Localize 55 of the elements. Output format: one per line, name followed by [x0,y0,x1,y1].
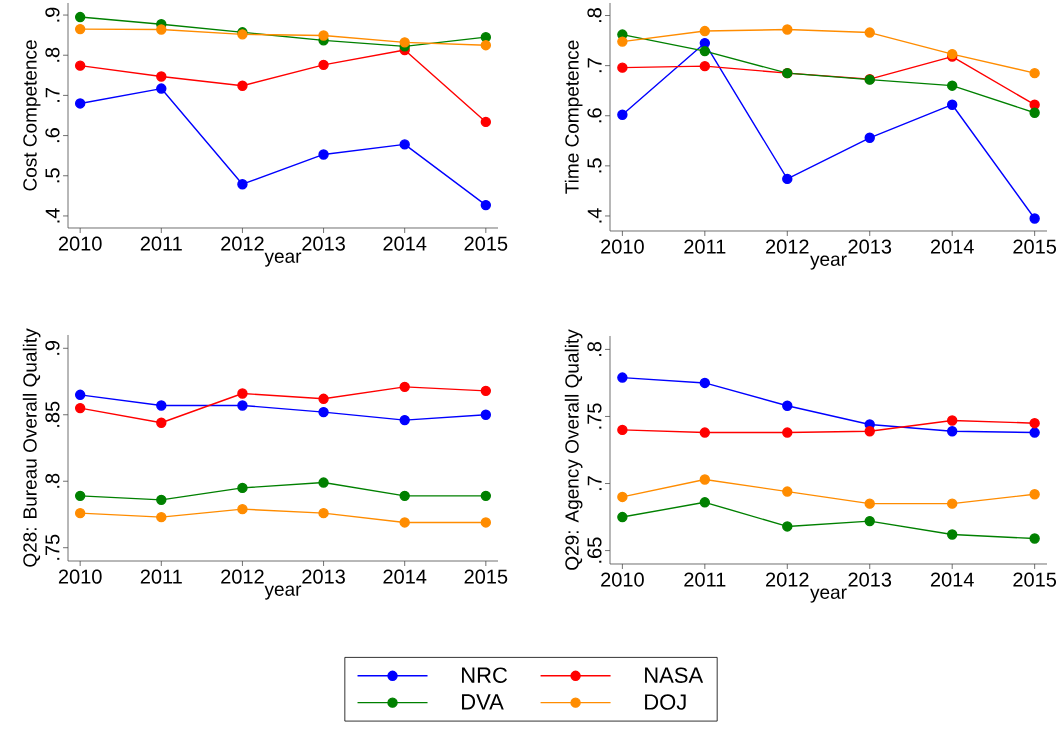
y-tick-label: .75 [587,403,602,429]
x-tick-label: 2012 [221,236,264,251]
y-tick-label: .8 [45,47,60,62]
y-axis-title: Cost Competence [23,40,41,191]
x-tick-label: 2011 [684,239,726,254]
y-tick-label: .7 [587,476,602,491]
y-tick-label: .7 [45,88,60,102]
x-tick-label: 2013 [848,239,892,254]
y-tick-label: .75 [45,534,60,560]
x-tick-label: 2012 [766,239,809,254]
x-tick-label: 2010 [58,236,102,251]
y-tick-label: .5 [587,158,602,173]
y-tick-label: .6 [587,108,602,123]
y-tick-label: .9 [45,340,60,355]
x-tick-label: 2010 [601,239,644,254]
x-tick-label: 2013 [848,572,892,587]
y-axis-title: Q29: Agency Overall Quality [564,329,583,570]
legend-label: NRC [462,667,508,683]
x-tick-label: 2014 [383,569,427,584]
x-tick-label: 2014 [930,239,974,254]
y-axis-title: Q28: Bureau Overall Quality [22,328,41,567]
x-tick-label: 2011 [140,569,182,584]
x-tick-label: 2010 [601,572,644,587]
x-tick-label: 2013 [302,569,345,584]
x-axis-title: year [810,255,847,270]
legend-label: DVA [462,694,504,710]
x-tick-label: 2015 [1013,239,1057,254]
x-tick-label: 2012 [221,569,264,584]
x-tick-label: 2013 [302,236,345,251]
y-tick-label: .9 [45,7,60,22]
x-tick-label: 2012 [766,572,809,587]
x-tick-label: 2014 [383,236,427,251]
y-tick-label: .5 [45,168,60,183]
y-tick-label: .65 [587,537,602,563]
x-tick-label: 2014 [930,572,974,587]
y-tick-label: .7 [587,58,602,73]
legend-label: DOJ [645,694,686,710]
y-tick-label: .6 [45,128,60,143]
x-tick-label: 2015 [464,236,508,251]
x-tick-label: 2010 [58,569,102,584]
x-axis-title: year [264,252,302,267]
y-tick-label: .8 [45,473,60,488]
x-tick-label: 2015 [464,569,508,584]
x-tick-label: 2011 [684,572,726,587]
y-tick-label: .4 [45,208,60,223]
x-axis-title: year [264,585,302,600]
x-tick-label: 2015 [1013,572,1057,587]
y-tick-label: .8 [587,8,602,23]
y-axis-title: Time Competence [564,40,583,194]
y-tick-label: .4 [587,208,602,223]
x-axis-title: year [810,588,847,603]
y-tick-label: .8 [587,341,602,356]
y-tick-label: .85 [45,401,60,427]
x-tick-label: 2011 [140,236,182,251]
legend-label: NASA [645,667,704,683]
